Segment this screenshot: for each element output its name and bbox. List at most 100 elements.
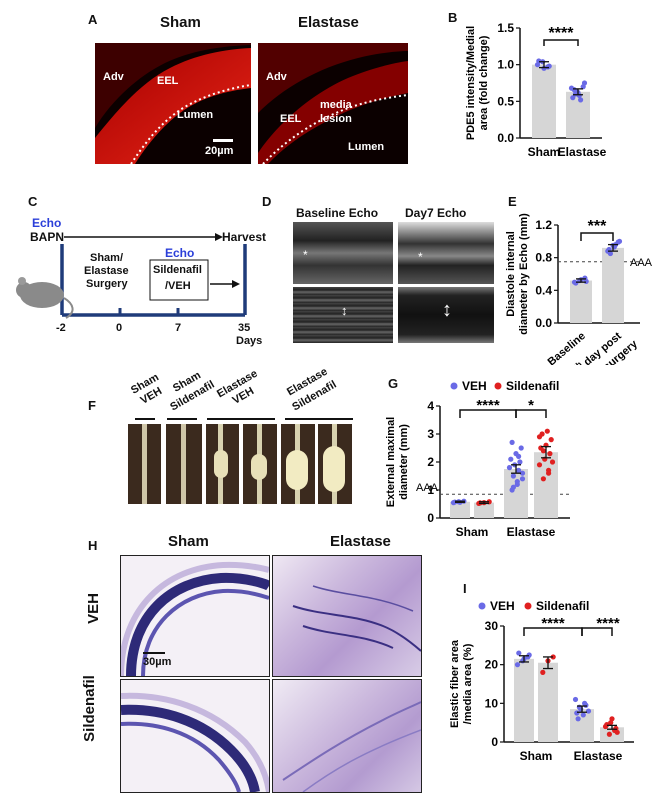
h-col-sham: Sham [168, 533, 209, 550]
baseline-echo-mmode: ↕ [293, 287, 393, 343]
y-tick-label: 30 [485, 619, 499, 633]
sham-scale-label: 20µm [205, 145, 234, 157]
histology-sham-sildenafil [120, 679, 270, 793]
panel-a-title-elastase: Elastase [298, 14, 359, 31]
x-group-label: Elastase [507, 525, 556, 539]
bar [450, 501, 470, 518]
panel-letter-d: D [262, 194, 272, 209]
x-tick-label: Elastase [558, 145, 607, 159]
chart-b-pde5: 0.0 0.5 1.0 1.5 PDE5 intensity/Medial area (f… [465, 21, 607, 159]
legend-label-sildenafil: Sildenafil [536, 599, 589, 613]
legend-marker-veh [478, 602, 486, 610]
y-tick-label: 1 [427, 483, 434, 497]
baseline-echo-title: Baseline Echo [296, 206, 379, 220]
aorta-photo-elastase-veh-1 [206, 424, 239, 504]
y-tick-label: 10 [485, 696, 499, 710]
y-tick-label: 3 [427, 427, 434, 441]
h-row-veh: VEH [84, 593, 102, 624]
data-point [519, 476, 526, 482]
histology-sham-veh: 30µm [120, 555, 270, 677]
data-point [514, 662, 521, 668]
data-point [570, 95, 576, 101]
panel-letter-e: E [508, 194, 517, 209]
baseline-diameter-arrow: ↕ [341, 303, 348, 318]
data-point [583, 702, 589, 708]
bar [566, 91, 590, 138]
data-point [516, 650, 522, 656]
sham-fluorescence-drawing [95, 43, 251, 164]
data-point [568, 85, 575, 91]
echo-label-2: Echo [165, 246, 195, 260]
y-axis-label: Elastic fiber area [449, 639, 461, 728]
legend-label-sildenafil: Sildenafil [506, 379, 559, 393]
legend-marker-sildenafil [524, 602, 532, 610]
data-point [544, 428, 550, 434]
elastase-lesion-label: lesion [320, 113, 352, 125]
y-tick-label: 0 [491, 735, 498, 749]
elastase-adv-label: Adv [266, 71, 287, 83]
data-point [548, 437, 554, 443]
aorta-photo-sham-veh [128, 424, 161, 504]
bar [538, 662, 558, 742]
sham-scale-bar [213, 139, 233, 142]
elastase-eel-label: EEL [280, 113, 302, 125]
panel-letter-i: I [463, 581, 467, 596]
bar [532, 64, 556, 138]
legend-label-veh: VEH [490, 599, 515, 613]
aaa-threshold-label: AAA [416, 482, 439, 494]
data-point [516, 467, 522, 473]
legend-marker-veh [450, 382, 458, 390]
aorta-photo-elastase-sildenafil-1 [281, 424, 315, 504]
data-point [607, 250, 613, 257]
data-point [518, 445, 524, 451]
h-row-sildenafil: Sildenafil [80, 675, 98, 742]
y-tick-label: 1.2 [535, 218, 552, 232]
data-point [536, 58, 542, 64]
y-axis-label: PDE5 intensity/Medial [465, 26, 477, 140]
aorta-photo-elastase-veh-2 [243, 424, 277, 504]
legend-label-veh: VEH [462, 379, 487, 393]
data-point [526, 652, 532, 658]
day7-asterisk: * [418, 250, 423, 264]
y-axis-label: /media area (%) [462, 643, 474, 724]
x-group-label: Sham [456, 525, 489, 539]
baseline-asterisk: * [303, 248, 308, 262]
y-tick-label: 0.8 [535, 251, 552, 265]
y-tick-label: 4 [427, 399, 434, 413]
legend-marker-sildenafil [494, 382, 502, 390]
data-point [510, 473, 516, 479]
data-point [540, 476, 546, 482]
bar [570, 280, 592, 323]
bar [514, 658, 534, 742]
tick-35: 35 [238, 322, 251, 334]
day7-echo-title: Day7 Echo [405, 206, 467, 220]
panel-letter-h: H [88, 538, 98, 553]
panel-letter-f: F [88, 398, 96, 413]
h-scale-bar [143, 652, 165, 654]
data-point [572, 696, 579, 703]
sham-surgery-l3: Surgery [86, 278, 128, 290]
y-tick-label: 0.0 [535, 316, 552, 330]
days-label: Days [236, 335, 263, 347]
significance-stars: **** [541, 615, 565, 632]
harvest-label: Harvest [222, 230, 267, 244]
day7-diameter-arrow: ↕ [442, 299, 452, 321]
histology-elastase-veh-drawing [292, 585, 421, 652]
data-point [581, 80, 588, 86]
sham-eel-label: EEL [157, 75, 179, 87]
data-point [540, 669, 546, 675]
tick-0: 0 [116, 322, 123, 334]
histology-sham-sildenafil-drawing [121, 692, 269, 792]
data-point [540, 448, 546, 454]
x-group-label: Sham [520, 749, 553, 763]
histology-sham-veh-drawing [121, 561, 269, 676]
f-group-underlines [135, 418, 353, 420]
data-point [550, 654, 556, 660]
data-point [509, 439, 515, 445]
elastase-media-label: media [320, 99, 352, 111]
y-axis-label: External maximal [385, 417, 397, 508]
h-col-elastase: Elastase [330, 533, 391, 550]
timeline-lines [16, 233, 247, 319]
data-point [575, 716, 581, 722]
data-point [506, 465, 513, 471]
